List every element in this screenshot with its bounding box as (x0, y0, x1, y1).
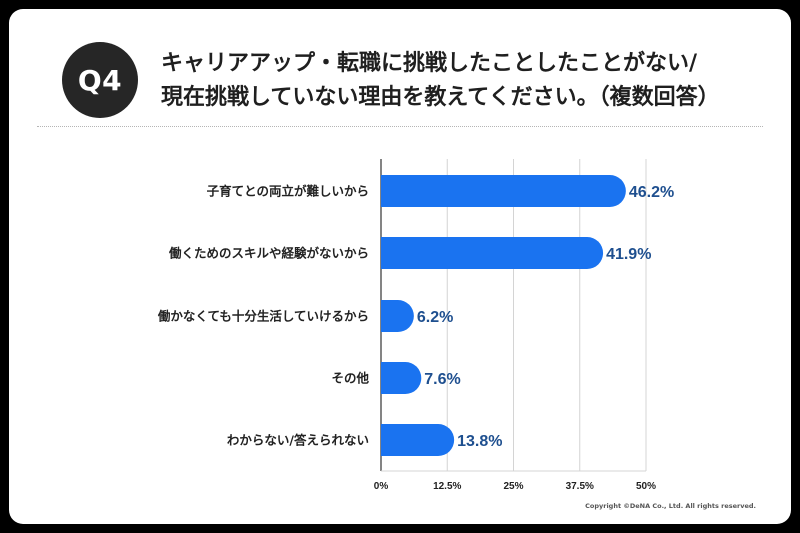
bars (381, 175, 626, 456)
bar (381, 424, 455, 456)
question-title: キャリアアップ・転職に挑戦したことしたことがない/ 現在挑戦していない理由を教え… (161, 47, 776, 115)
value-label: 13.8% (457, 433, 502, 450)
value-label: 46.2% (629, 184, 674, 201)
dotted-divider (37, 126, 763, 127)
category-label: わからない/答えられない (227, 433, 369, 448)
value-label: 7.6% (424, 371, 460, 388)
category-label: 働かなくても十分生活していけるから (157, 309, 369, 324)
x-tick-label: 37.5% (566, 481, 594, 492)
category-label: その他 (331, 371, 369, 386)
bar (381, 237, 604, 269)
bar (381, 175, 626, 207)
x-tick-label: 0% (374, 481, 389, 492)
x-tick-label: 25% (503, 481, 523, 492)
question-title-line-2: 現在挑戦していない理由を教えてください。（複数回答） (161, 85, 720, 110)
value-label: 41.9% (606, 246, 651, 263)
value-label: 6.2% (417, 309, 453, 326)
x-tick-label: 12.5% (433, 481, 461, 492)
question-badge: Q4 (62, 42, 138, 118)
slide-card: Q4 キャリアアップ・転職に挑戦したことしたことがない/ 現在挑戦していない理由… (9, 9, 791, 524)
copyright-notice: Copyright ©DeNA Co., Ltd. All rights res… (585, 502, 756, 510)
question-title-line-1: キャリアアップ・転職に挑戦したことしたことがない/ (161, 51, 698, 76)
labels: 0% 12.5% 25% 37.5% 50% 子育てとの両立が難しいから 46.2% 働くため… (157, 184, 674, 493)
bar-chart: 0% 12.5% 25% 37.5% 50% 子育てとの両立が難しいから 46.2% 働くため… (157, 159, 674, 493)
category-label: 子育てとの両立が難しいから (207, 184, 369, 199)
category-label: 働くためのスキルや経験がないから (168, 246, 369, 261)
bar (381, 362, 422, 394)
x-tick-label: 50% (636, 481, 656, 492)
bar (381, 300, 414, 332)
